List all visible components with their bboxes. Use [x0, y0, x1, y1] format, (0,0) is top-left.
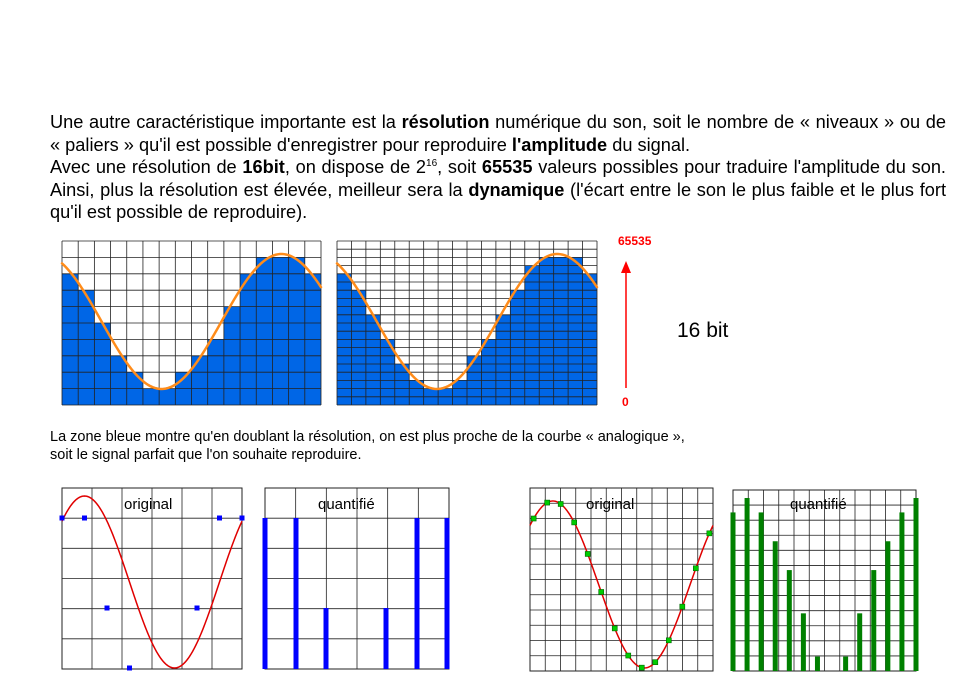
quantized-fill-column — [495, 314, 511, 405]
quantized-fill-column — [288, 257, 305, 405]
grid-lines — [336, 240, 598, 406]
sample-point — [693, 565, 699, 572]
quantized-bar — [414, 518, 420, 669]
panel-grid-lines — [530, 488, 713, 671]
sample-point — [598, 589, 605, 595]
sample-point — [679, 603, 686, 610]
quantized-fill-column — [394, 364, 410, 405]
quantized-bar — [772, 541, 778, 671]
original-panel-fine — [529, 487, 714, 672]
quantized-bar — [786, 570, 792, 671]
quantized-bar — [744, 498, 750, 671]
quantized-bar — [262, 518, 268, 669]
sample-point — [127, 665, 132, 671]
keyword-amplitude: l'amplitude — [511, 134, 608, 155]
intro-paragraph-2: Avec une résolution de 16bit, on dispose… — [50, 157, 946, 223]
quantized-bar — [444, 518, 450, 669]
quantized-fill-column — [256, 257, 273, 405]
original-panel-coarse — [59, 487, 245, 671]
quantized-fill-column — [365, 314, 381, 405]
sample-point — [557, 501, 564, 507]
sample-point — [638, 664, 645, 671]
quantized-label-fine: quantifié — [790, 496, 847, 513]
panel-grid-lines — [62, 488, 242, 669]
sample-point — [104, 605, 110, 611]
sample-point — [584, 551, 591, 557]
sample-point — [571, 519, 578, 526]
quantized-bar — [383, 608, 389, 669]
quantized-fill-column — [272, 257, 289, 405]
sample-point — [217, 515, 222, 521]
quantized-bar — [899, 512, 905, 671]
quantized-bar — [871, 570, 877, 671]
sample-point — [530, 515, 537, 522]
quantized-bar — [730, 512, 736, 671]
keyword-65535: 65535 — [481, 157, 533, 177]
quantized-fill-column — [191, 355, 208, 405]
intro-paragraph-1: Une autre caractéristique importante est… — [50, 112, 946, 155]
quantized-bar — [913, 498, 919, 671]
keyword-dynamique: dynamique — [468, 179, 565, 200]
sample-point — [611, 625, 618, 632]
quantized-fill-column — [142, 388, 160, 405]
arrow-up-icon — [621, 261, 631, 273]
low-resolution-grid — [60, 240, 323, 406]
keyword-16bit: 16bit — [242, 157, 285, 177]
analog-curve — [335, 252, 599, 391]
analog-sine-curve — [61, 495, 243, 669]
quantized-label-coarse: quantifié — [318, 496, 375, 513]
quantized-panel-coarse — [262, 487, 450, 670]
quantized-fill-column — [452, 380, 467, 405]
sample-point — [625, 652, 632, 659]
original-label-fine: original — [586, 496, 634, 513]
quantized-bar — [814, 656, 820, 671]
quantized-fill-column — [409, 380, 424, 405]
analog-curve — [60, 252, 323, 391]
sample-point — [544, 499, 550, 506]
quantized-bar — [800, 613, 806, 671]
sample-point — [194, 605, 200, 611]
keyword-resolution: résolution — [401, 112, 490, 132]
quantized-fill-column — [94, 323, 111, 405]
quantized-bar — [293, 518, 299, 669]
quantized-bar — [758, 512, 764, 671]
sample-point — [665, 637, 672, 644]
sample-point — [652, 659, 659, 666]
sample-point — [59, 515, 65, 521]
quantized-fill-column — [78, 290, 95, 405]
original-label-coarse: original — [124, 496, 172, 513]
caption-line-1: La zone bleue montre qu'en doublant la r… — [50, 429, 685, 445]
sample-point — [706, 530, 713, 537]
scale-bottom-label: 0 — [622, 395, 629, 409]
sample-point — [82, 515, 87, 521]
quantized-bar — [885, 541, 891, 671]
quantized-fill-column — [159, 388, 176, 405]
quantized-bar — [323, 608, 329, 669]
quantized-fill-column — [524, 265, 540, 405]
grid-lines — [61, 240, 322, 406]
amplitude-scale: 65535 0 — [618, 234, 652, 409]
exponent: 16 — [426, 158, 438, 169]
quantized-bar — [843, 656, 849, 671]
scale-top-label: 65535 — [618, 234, 652, 248]
caption-line-2: soit le signal parfait que l'on souhaite… — [50, 447, 362, 463]
sample-point — [239, 515, 245, 521]
quantized-bar — [857, 613, 863, 671]
quantized-fill-column — [110, 355, 127, 405]
quantized-panel-fine — [730, 489, 919, 672]
high-resolution-grid — [335, 240, 599, 406]
bit-depth-label: 16 bit — [677, 319, 729, 342]
